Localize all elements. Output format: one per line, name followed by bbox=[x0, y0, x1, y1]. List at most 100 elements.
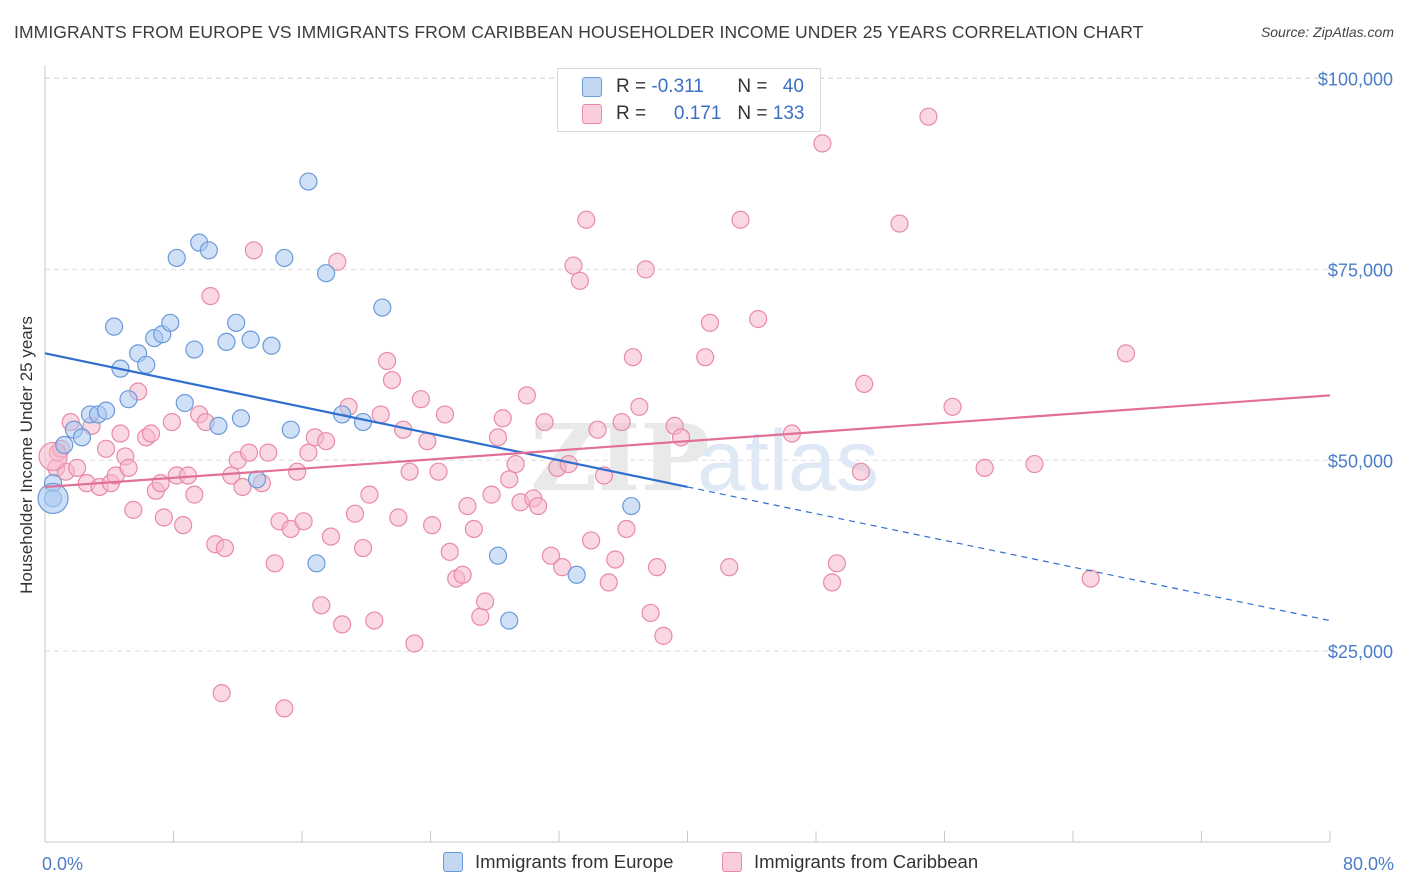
caribbean-point-126 bbox=[1116, 344, 1136, 363]
caribbean-point-117 bbox=[827, 554, 846, 573]
caribbean-point-109 bbox=[696, 348, 715, 367]
zipatlas-watermark: ZIP atlas bbox=[530, 404, 879, 512]
europe-point-36 bbox=[500, 611, 519, 630]
y-tick-label-3: $100,000 bbox=[1318, 70, 1393, 90]
europe-cluster-marker bbox=[37, 482, 69, 515]
caribbean-point-91 bbox=[564, 256, 583, 275]
europe-point-11 bbox=[137, 355, 156, 374]
europe-point-27 bbox=[275, 248, 294, 268]
caribbean-point-112 bbox=[731, 210, 750, 229]
caribbean-point-58 bbox=[371, 405, 390, 424]
europe-point-33 bbox=[353, 412, 373, 432]
europe-point-14 bbox=[161, 313, 180, 332]
caribbean-point-69 bbox=[435, 405, 455, 424]
caribbean-point-70 bbox=[440, 542, 459, 561]
caribbean-point-73 bbox=[458, 496, 477, 516]
caribbean-point-120 bbox=[890, 214, 909, 233]
caribbean-point-15 bbox=[124, 500, 143, 519]
europe-point-19 bbox=[199, 241, 218, 260]
caribbean-point-74 bbox=[464, 519, 483, 539]
caribbean-point-5 bbox=[68, 458, 87, 477]
caribbean-point-113 bbox=[749, 309, 768, 329]
caribbean-point-95 bbox=[588, 420, 607, 439]
caribbean-point-123 bbox=[975, 458, 994, 477]
y-tick-label-0: $25,000 bbox=[1328, 642, 1393, 662]
caribbean-point-55 bbox=[353, 538, 373, 558]
caribbean-point-36 bbox=[239, 443, 259, 462]
europe-point-16 bbox=[175, 393, 194, 413]
caribbean-point-104 bbox=[641, 603, 660, 623]
caribbean-point-101 bbox=[623, 348, 642, 367]
caribbean-point-45 bbox=[294, 512, 313, 531]
europe-point-21 bbox=[217, 332, 236, 352]
europe-point-15 bbox=[167, 248, 186, 268]
caribbean-point-54 bbox=[345, 504, 365, 523]
source-label: Source: ZipAtlas.com bbox=[1260, 24, 1394, 40]
caribbean-point-80 bbox=[500, 470, 519, 489]
caribbean-point-87 bbox=[541, 546, 561, 565]
europe-point-17 bbox=[185, 340, 204, 359]
caribbean-r-value: 0.171 bbox=[673, 103, 722, 124]
europe-point-30 bbox=[307, 554, 326, 573]
x-tick-label-min: 0.0% bbox=[42, 854, 83, 874]
caribbean-point-44 bbox=[288, 462, 307, 481]
europe-point-37 bbox=[567, 565, 586, 584]
caribbean-point-93 bbox=[577, 210, 596, 229]
caribbean-point-33 bbox=[222, 466, 241, 485]
caribbean-r-label: R = bbox=[616, 103, 647, 124]
europe-r-value: -0.311 bbox=[651, 76, 704, 97]
legend-item-caribbean[interactable]: Immigrants from Caribbean bbox=[722, 851, 978, 873]
trend-lines bbox=[44, 352, 1331, 622]
caribbean-point-121 bbox=[919, 107, 938, 126]
europe-point-9 bbox=[119, 390, 138, 409]
europe-swatch bbox=[582, 77, 602, 97]
europe-point-34 bbox=[373, 298, 392, 317]
caribbean-point-68 bbox=[429, 462, 448, 481]
caribbean-point-100 bbox=[617, 519, 636, 539]
caribbean-point-21 bbox=[154, 508, 173, 527]
europe-r-label: R = bbox=[616, 76, 647, 97]
caribbean-point-81 bbox=[506, 454, 525, 474]
caribbean-point-24 bbox=[174, 516, 193, 535]
caribbean-point-51 bbox=[328, 252, 347, 271]
caribbean-swatch bbox=[582, 104, 602, 124]
caribbean-point-9 bbox=[96, 439, 116, 458]
caribbean-point-72 bbox=[453, 565, 472, 584]
caribbean-point-75 bbox=[471, 607, 490, 626]
europe-point-35 bbox=[488, 546, 508, 565]
caribbean-point-61 bbox=[389, 508, 408, 527]
europe-point-26 bbox=[262, 336, 281, 355]
europe-point-38 bbox=[622, 496, 641, 516]
caribbean-point-39 bbox=[259, 443, 278, 462]
europe-point-20 bbox=[209, 416, 228, 435]
caribbean-point-83 bbox=[517, 386, 536, 405]
caribbean-point-124 bbox=[1025, 454, 1044, 474]
europe-point-23 bbox=[231, 409, 251, 428]
caribbean-point-77 bbox=[482, 485, 501, 504]
caribbean-point-79 bbox=[493, 409, 512, 428]
europe-point-25 bbox=[247, 470, 267, 489]
caribbean-point-110 bbox=[700, 313, 720, 332]
caribbean-point-89 bbox=[553, 558, 572, 577]
caribbean-point-56 bbox=[360, 485, 379, 504]
caribbean-point-48 bbox=[312, 596, 331, 615]
europe-point-39 bbox=[72, 428, 92, 447]
legend-item-europe[interactable]: Immigrants from Europe bbox=[443, 851, 673, 873]
caribbean-point-85 bbox=[529, 496, 548, 516]
caribbean-point-29 bbox=[201, 286, 220, 306]
x-tick-label-max: 80.0% bbox=[1343, 854, 1394, 874]
caribbean-point-125 bbox=[1081, 569, 1100, 588]
y-tick-label-1: $50,000 bbox=[1328, 451, 1393, 471]
legend-row-caribbean: R = 0.171 N = 133 bbox=[582, 101, 804, 127]
europe-legend-label: Immigrants from Europe bbox=[475, 851, 674, 872]
caribbean-point-97 bbox=[599, 573, 618, 592]
caribbean-point-22 bbox=[162, 412, 181, 432]
series-legend: Immigrants from Europe Immigrants from C… bbox=[0, 851, 1406, 879]
caribbean-point-76 bbox=[476, 592, 495, 611]
caribbean-point-115 bbox=[813, 134, 832, 153]
caribbean-legend-swatch bbox=[722, 852, 742, 872]
caribbean-point-116 bbox=[822, 573, 842, 592]
caribbean-point-64 bbox=[405, 634, 424, 653]
caribbean-point-119 bbox=[855, 374, 874, 393]
